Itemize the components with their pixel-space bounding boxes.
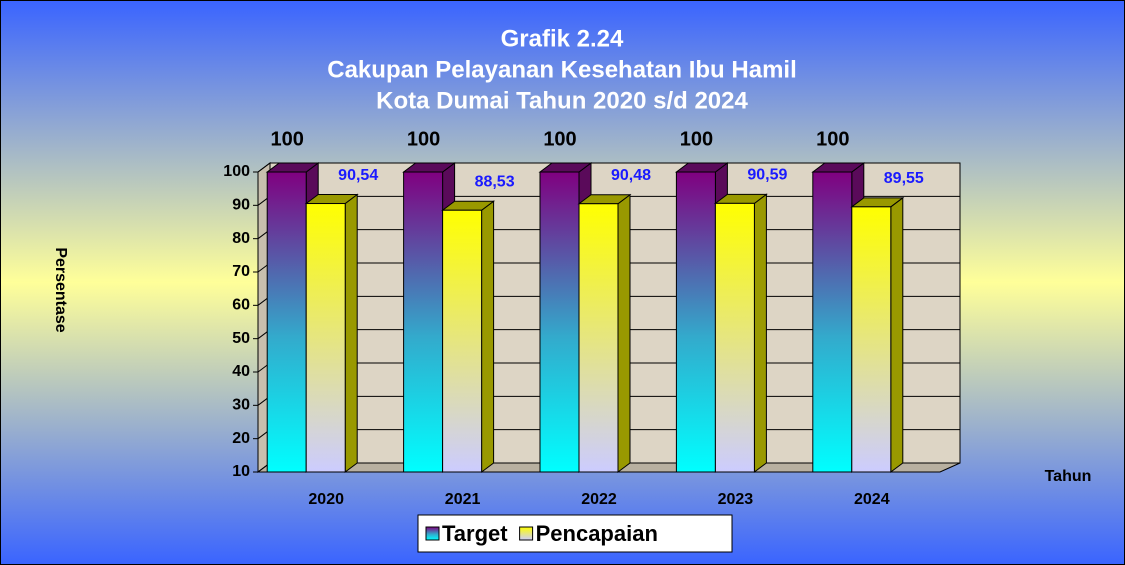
bar-side — [753, 193, 767, 473]
x-tick-label: 2021 — [445, 491, 481, 508]
bar — [539, 171, 580, 473]
legend — [417, 514, 733, 553]
value-label: 100 — [543, 128, 576, 150]
y-tick-label: 30 — [232, 397, 250, 414]
value-label: 88,53 — [475, 173, 515, 190]
y-tick-label: 50 — [232, 330, 250, 347]
value-label: 100 — [680, 128, 713, 150]
y-tick-label: 40 — [232, 363, 250, 380]
legend-swatch — [519, 526, 534, 541]
bar — [812, 171, 853, 473]
y-tick-label: 70 — [232, 263, 250, 280]
bar-side — [481, 200, 495, 473]
chart-title: Cakupan Pelayanan Kesehatan Ibu Hamil — [327, 56, 797, 83]
y-tick-label: 10 — [232, 463, 250, 480]
x-tick-label: 2023 — [718, 491, 754, 508]
bar — [851, 206, 892, 473]
legend-label: Pencapaian — [536, 521, 658, 546]
bar-side — [344, 193, 358, 473]
y-tick-label: 80 — [232, 230, 250, 247]
value-label: 89,55 — [884, 170, 924, 187]
y-axis-label: Persentase — [52, 247, 69, 332]
bar — [266, 171, 307, 473]
value-label: 90,48 — [611, 167, 651, 184]
value-label: 90,59 — [747, 167, 787, 184]
chart-title: Grafik 2.24 — [501, 25, 624, 52]
value-label: 90,54 — [338, 167, 378, 184]
legend-swatch — [425, 526, 440, 541]
bar — [403, 171, 444, 473]
y-tick-label: 60 — [232, 297, 250, 314]
bar-side — [617, 193, 631, 473]
bar-side — [890, 196, 904, 473]
x-axis-label: Tahun — [1045, 468, 1092, 485]
legend-label: Target — [442, 521, 508, 546]
y-tick-label: 90 — [232, 197, 250, 214]
grid-line — [257, 162, 271, 173]
x-tick-label: 2020 — [308, 491, 344, 508]
x-tick-label: 2024 — [854, 491, 890, 508]
chart-title: Kota Dumai Tahun 2020 s/d 2024 — [376, 87, 748, 114]
bar — [578, 203, 619, 473]
value-label: 100 — [816, 128, 849, 150]
y-tick-label: 20 — [232, 430, 250, 447]
y-tick-label: 100 — [223, 163, 250, 180]
bar — [714, 202, 755, 473]
value-label: 100 — [271, 128, 304, 150]
bar — [442, 209, 483, 473]
bar — [675, 171, 716, 473]
value-label: 100 — [407, 128, 440, 150]
x-tick-label: 2022 — [581, 491, 617, 508]
bar — [305, 203, 346, 473]
